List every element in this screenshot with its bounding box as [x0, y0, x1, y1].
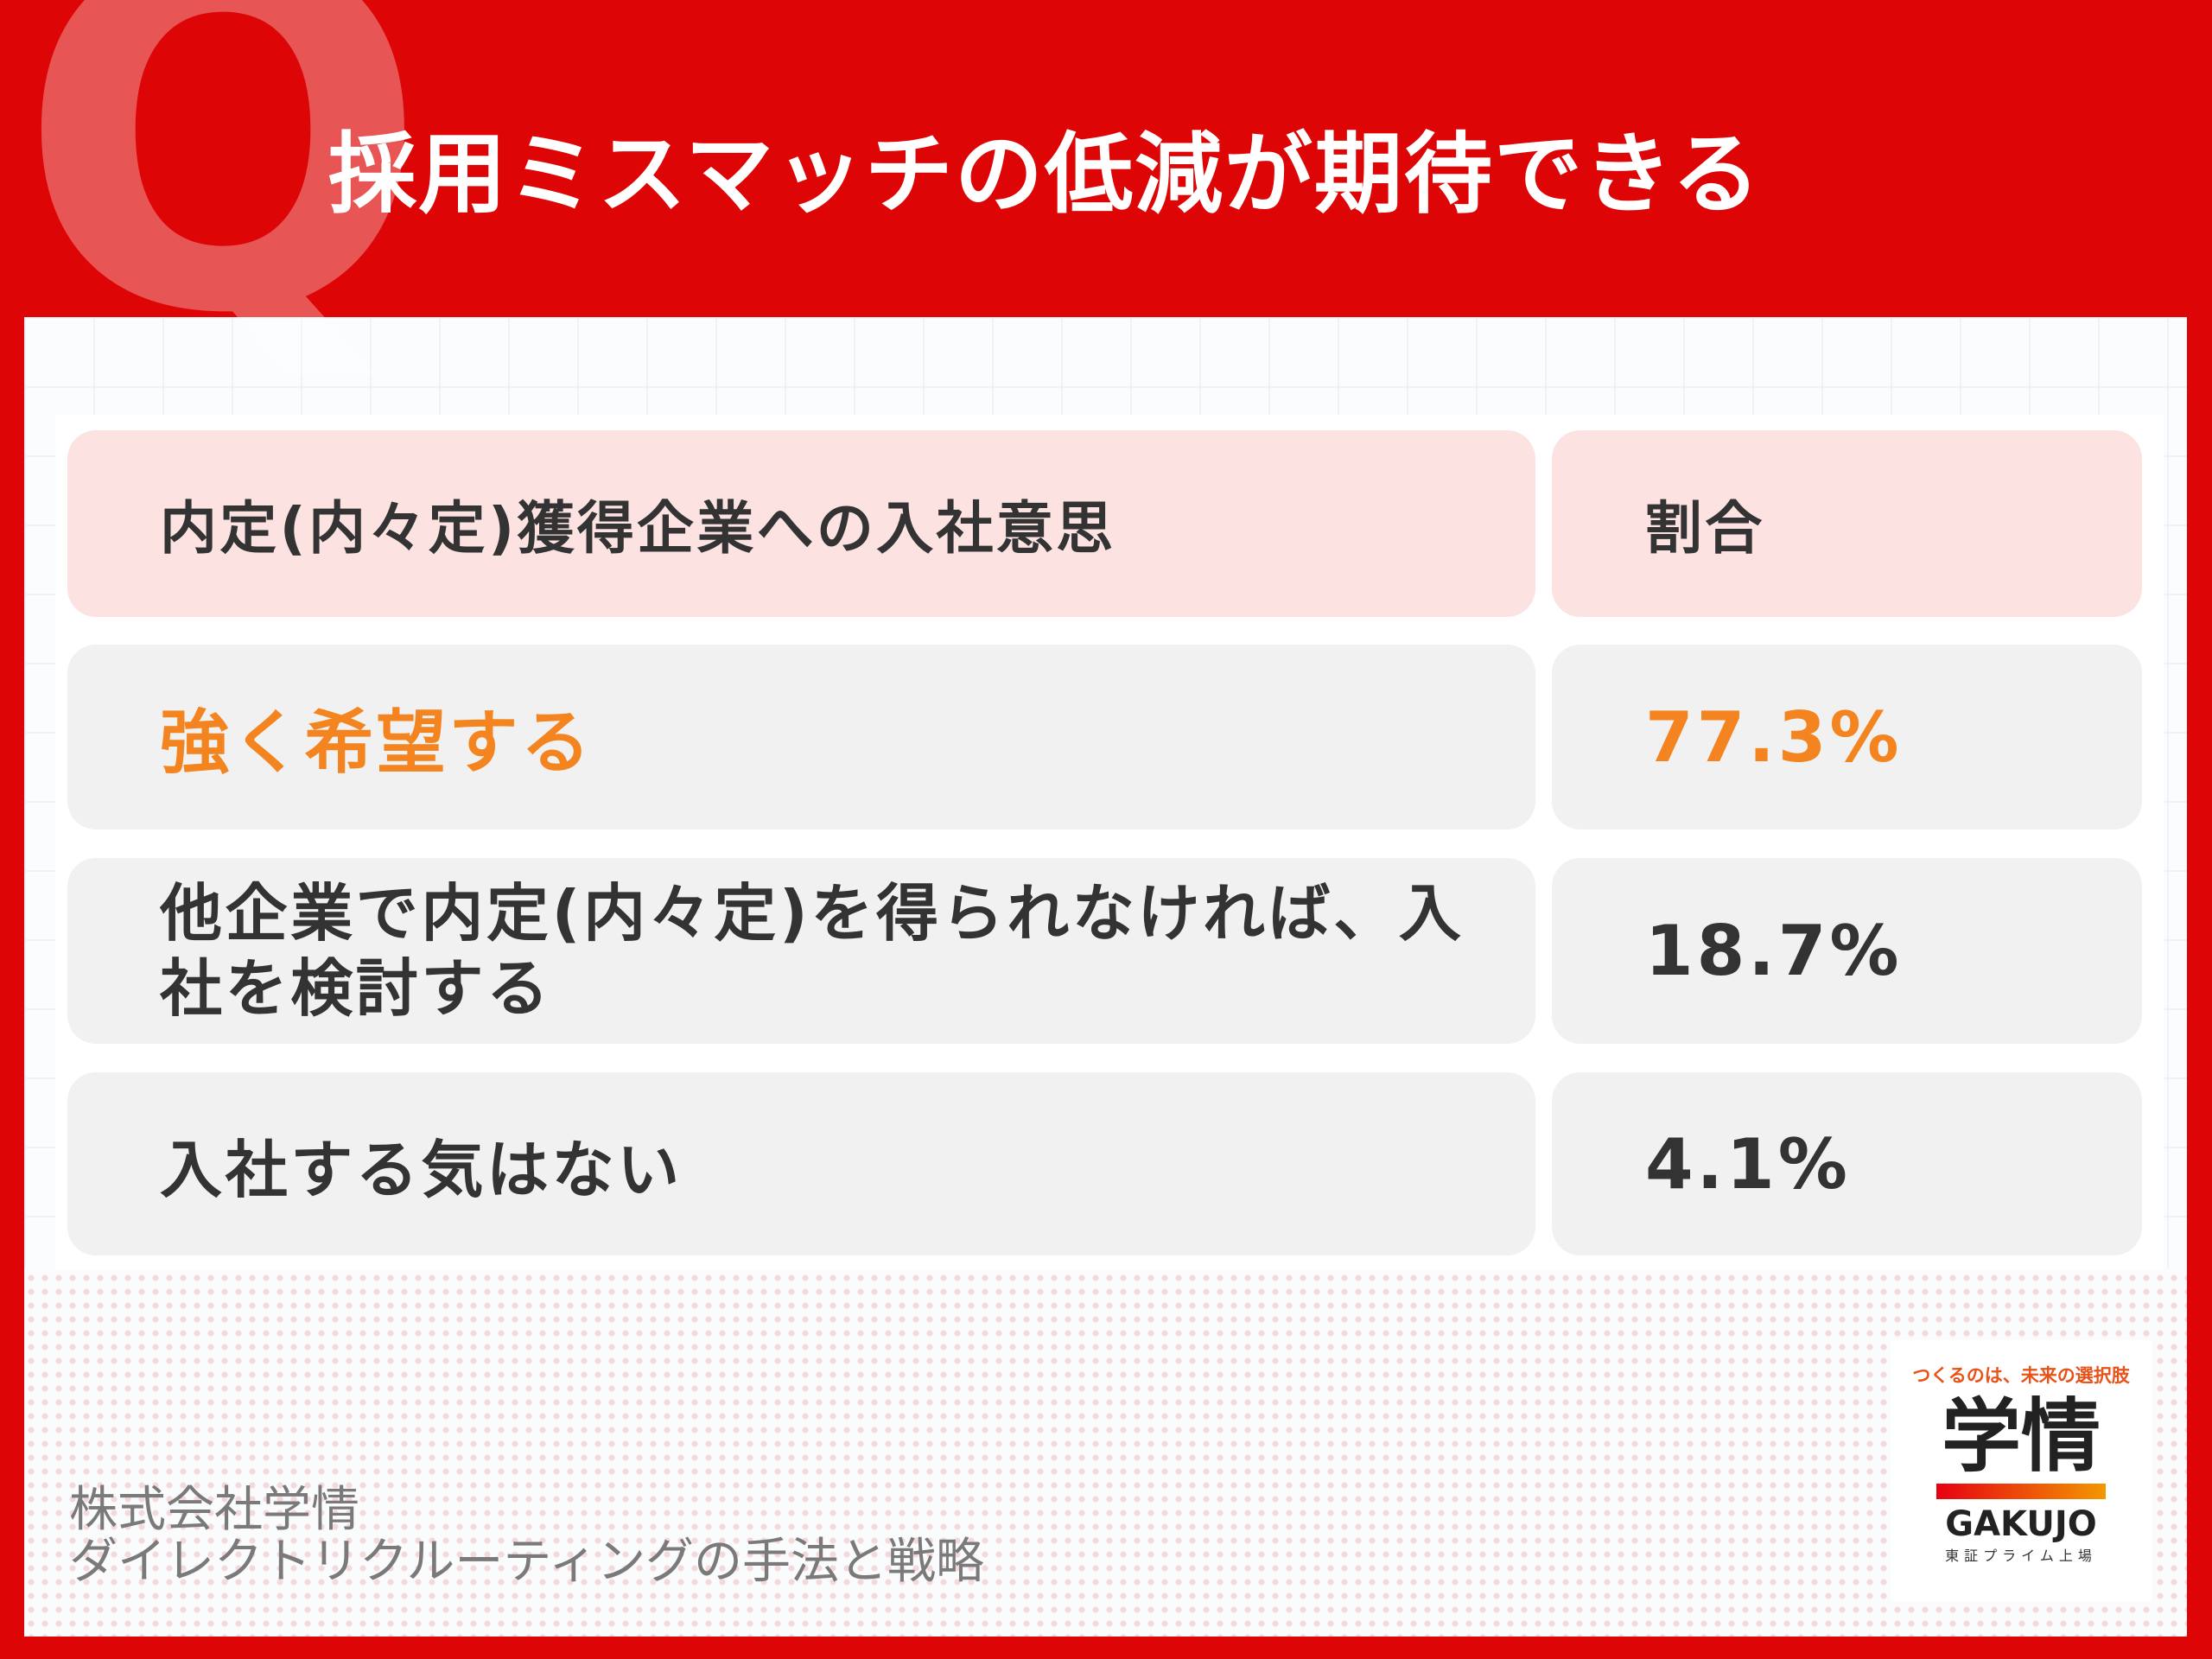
row-cell: 18.7%	[1552, 858, 2142, 1044]
row-cell: 4.1%	[1552, 1072, 2142, 1255]
header-cell: 割合	[1552, 430, 2142, 617]
percentage: 18.7%	[1645, 911, 1903, 991]
logo: つくるのは、未来の選択肢 学情 GAKUJO 東証プライム上場	[1891, 1340, 2152, 1601]
answer: 強く希望する	[160, 702, 594, 783]
row-cell: 77.3%	[1552, 645, 2142, 830]
logo-tagline: つくるのは、未来の選択肢	[1912, 1365, 2130, 1386]
percentage: 77.3%	[1645, 696, 1903, 778]
footer-line: 株式会社学情	[69, 1482, 359, 1538]
footer: 株式会社学情 ダイレクトリクルーティングの手法と戦略	[69, 1484, 984, 1589]
footer-line: ダイレクトリクルーティングの手法と戦略	[69, 1534, 984, 1591]
answer: 他企業で内定(内々定)を得られなければ、入社を検討する	[160, 877, 1465, 1025]
row-cell: 入社する気はない	[67, 1072, 1535, 1255]
q-badge: Q	[17, 0, 429, 420]
logo-bar	[1936, 1484, 2106, 1500]
logo-name: 学情	[1941, 1390, 2101, 1483]
header-text: 割合	[1645, 495, 1765, 562]
percentage: 4.1%	[1645, 1123, 1851, 1205]
row-cell: 強く希望する	[67, 645, 1535, 830]
row-cell: 他企業で内定(内々定)を得られなければ、入社を検討する	[67, 858, 1535, 1044]
header-cell: 内定(内々定)獲得企業への入社意思	[67, 430, 1535, 617]
answer: 入社する気はない	[160, 1133, 683, 1206]
logo-roman: GAKUJO	[1945, 1504, 2097, 1545]
title: 採用ミスマッチの低減が期待できる	[328, 124, 1762, 226]
header-text: 内定(内々定)獲得企業への入社意思	[160, 495, 1116, 562]
logo-note: 東証プライム上場	[1945, 1548, 2097, 1565]
